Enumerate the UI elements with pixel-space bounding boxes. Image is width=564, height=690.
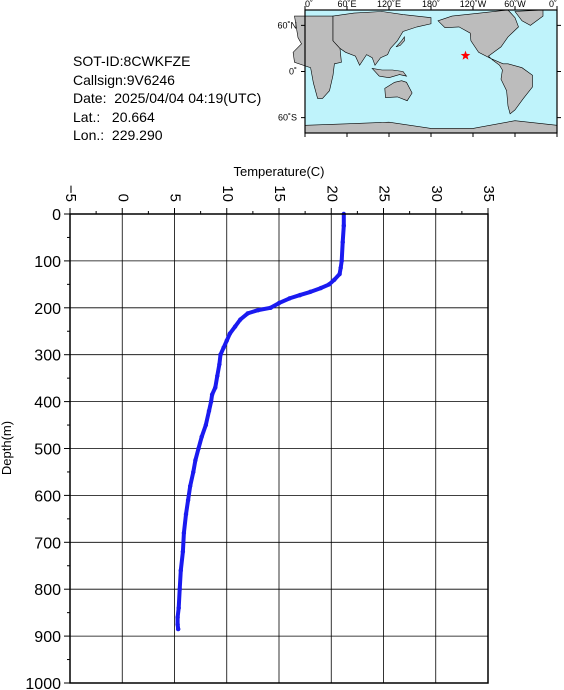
profile-point [193, 458, 198, 463]
profile-point [215, 373, 220, 379]
profile-point [276, 300, 282, 306]
profile-point [213, 385, 218, 390]
x-tick-label: 20 [323, 185, 340, 202]
profile-point [175, 626, 181, 632]
y-axis-ticks: 0 100 200 300 400 500 600 700 800 900 1000 [25, 207, 70, 690]
profile-point [318, 285, 323, 291]
profile-point [245, 311, 250, 316]
map-lon-label: 120˚E [377, 0, 401, 9]
sot-id-label: SOT-ID:8CWKFZE [73, 53, 191, 69]
temperature-series [175, 211, 346, 632]
y-tick-label: 0 [52, 207, 61, 224]
profile-point [326, 282, 332, 287]
profile-point [187, 483, 193, 489]
date-label: Date: 2025/04/04 04:19(UTC) [73, 90, 262, 106]
profile-point [221, 345, 226, 350]
profile-point [255, 307, 261, 313]
y-tick-label: 400 [34, 395, 61, 412]
landmass-australia [384, 80, 413, 102]
y-tick-label: 100 [34, 254, 61, 271]
profile-point [218, 352, 223, 357]
landmass-americas [437, 9, 533, 115]
callsign-label: Callsign:9V6246 [73, 71, 175, 88]
x-axis-label: Temperature(C) [233, 164, 324, 179]
profile-point [175, 622, 180, 627]
profile-point [206, 408, 212, 414]
map-landmasses [292, 9, 558, 134]
map-lon-label: 60˚W [504, 0, 526, 9]
profile-point [191, 469, 196, 475]
map-lat-label: 60˚N [277, 20, 297, 30]
profile-point [297, 292, 303, 298]
landmass-indonesia [371, 67, 408, 79]
profile-point [217, 361, 222, 367]
profile-point [287, 296, 292, 301]
profile-point [183, 511, 189, 517]
profile-point [181, 530, 187, 536]
plot-frame [69, 213, 489, 684]
x-tick-label: 10 [219, 185, 236, 202]
profile-point [203, 422, 209, 428]
landmass-japan [395, 35, 405, 48]
landmass-eurasia [332, 11, 432, 66]
x-tick-label: 15 [271, 185, 288, 202]
profile-point [232, 324, 238, 329]
profile-point [208, 399, 214, 404]
x-axis-ticks: −5 0 5 10 15 20 25 30 35 [62, 185, 497, 214]
map-lon-label: 180˚ [422, 0, 440, 9]
y-tick-label: 200 [34, 301, 61, 318]
profile-point [178, 568, 183, 573]
map-lon-label: 0˚ [549, 0, 557, 9]
profile-point [268, 305, 273, 310]
profile-point [175, 615, 180, 620]
profile-point [209, 392, 215, 397]
profile-point [341, 223, 346, 228]
x-tick-label: 25 [376, 185, 393, 202]
map-lat-label: 0˚ [289, 67, 297, 77]
profile-point [185, 497, 191, 503]
y-tick-label: 700 [34, 535, 61, 552]
profile-point [332, 277, 337, 282]
x-tick-label: 30 [428, 185, 445, 202]
profile-point [227, 331, 233, 336]
y-tick-label: 800 [34, 582, 61, 599]
x-tick-label: 5 [167, 194, 184, 202]
location-map: 0˚ 60˚E 120˚E 180˚ 120˚W 60˚W 0˚ 60˚N 0˚ 60˚S [277, 0, 561, 137]
profile-point [196, 446, 201, 451]
profile-point [338, 265, 343, 271]
float-position-marker [460, 50, 471, 60]
profile-point [177, 587, 182, 592]
float-info-block: SOT-ID:8CWKFZE Callsign:9V6246 Date: 202… [73, 52, 261, 145]
y-axis-label: Depth(m) [0, 421, 14, 475]
y-tick-label: 500 [34, 442, 61, 459]
map-lon-label: 0˚ [305, 0, 313, 9]
star-icon [460, 50, 471, 60]
map-lat-label: 60˚S [278, 113, 297, 123]
profile-point [308, 289, 313, 295]
temperature-depth-profile: −5 0 5 10 15 20 25 30 35 01002003004005006007008… [0, 164, 497, 690]
y-tick-label: 300 [34, 348, 61, 365]
map-lon-label: 60˚E [337, 0, 356, 9]
x-tick-label: −5 [62, 185, 79, 202]
y-tick-label: 1000 [25, 676, 61, 690]
x-tick-label: 0 [114, 194, 131, 202]
y-tick-label: 600 [34, 488, 61, 505]
profile-point [339, 258, 344, 264]
profile-point [337, 271, 342, 277]
map-lon-label: 120˚W [460, 0, 487, 9]
profile-point [224, 338, 229, 343]
map-tick-labels: 0˚ 60˚E 120˚E 180˚ 120˚W 60˚W 0˚ 60˚N 0˚ 60˚S [277, 0, 561, 137]
profile-point [199, 434, 204, 439]
longitude-label: Lon.: 229.290 [73, 127, 163, 143]
profile-point [340, 239, 345, 245]
x-tick-label: 35 [480, 185, 497, 202]
y-tick-label: 900 [34, 629, 61, 646]
profile-point [176, 605, 181, 611]
profile-point [238, 317, 243, 322]
profile-point [180, 549, 186, 554]
latitude-label: Lat.: 20.664 [73, 108, 155, 125]
